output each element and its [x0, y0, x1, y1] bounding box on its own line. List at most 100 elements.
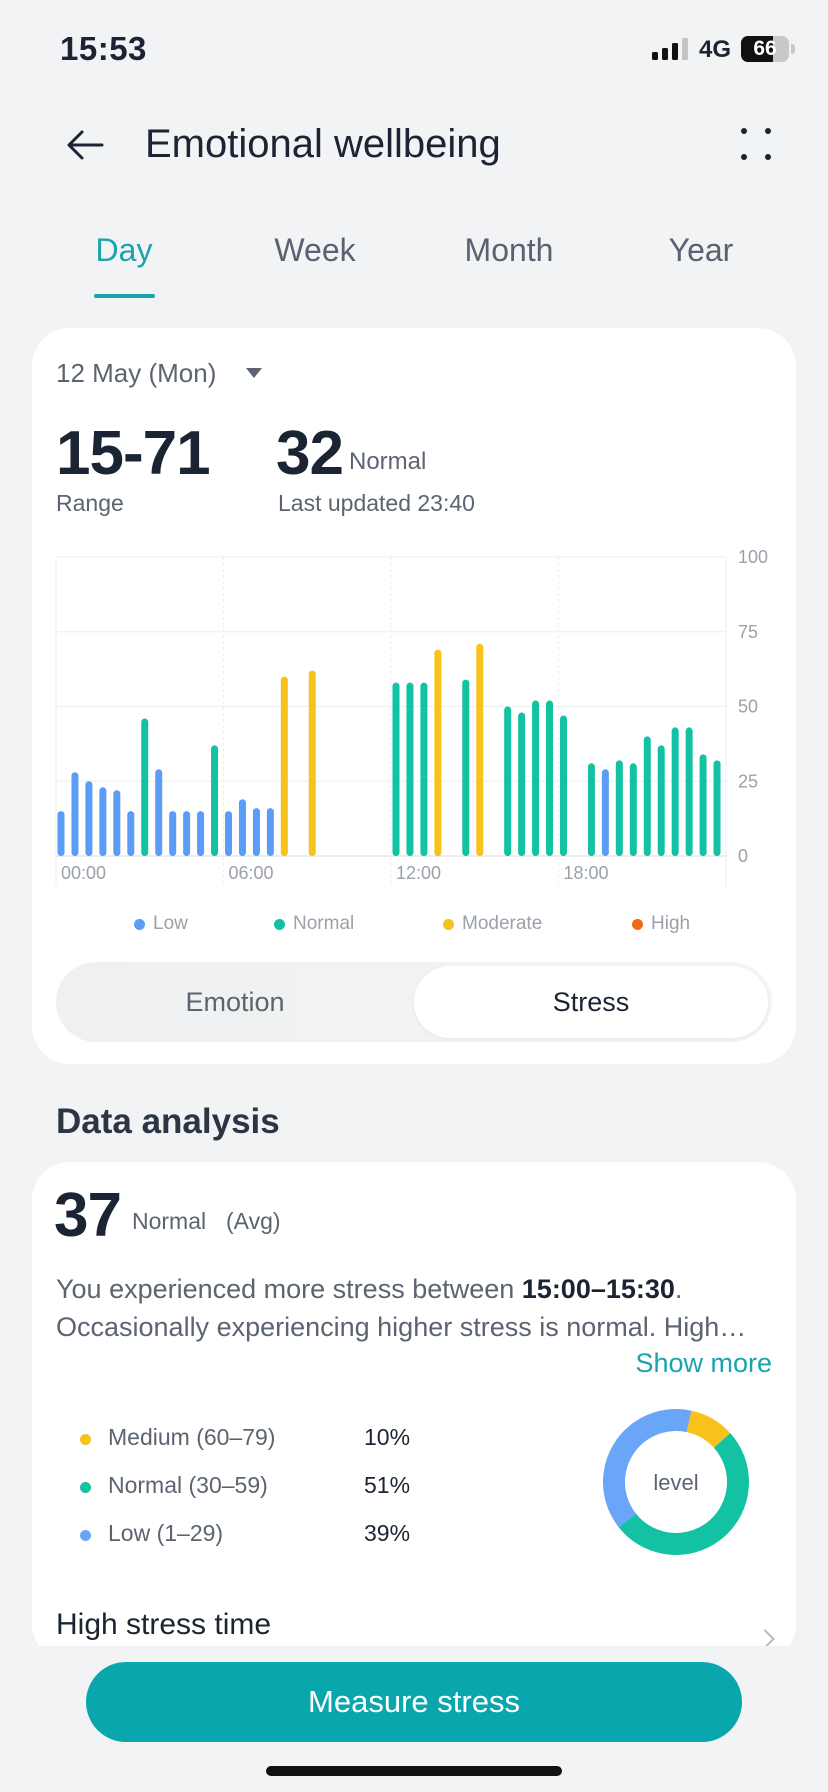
status-bar: 15:53 4G 66	[0, 0, 828, 100]
avg-stress-status: Normal	[132, 1208, 207, 1234]
y-tick-label: 25	[738, 771, 758, 791]
x-tick-label: 12:00	[396, 863, 441, 883]
chart-bar	[308, 670, 316, 856]
stat-dot-low	[80, 1530, 91, 1541]
status-time: 15:53	[60, 30, 147, 67]
description-suffix: .	[674, 1274, 683, 1304]
current-stress-value: 32	[276, 419, 344, 488]
stat-row-low: Low (1–29) 39%	[80, 1520, 420, 1554]
tab-month[interactable]: Month	[464, 232, 554, 268]
section-heading: Data analysis	[56, 1102, 280, 1141]
tab-week[interactable]: Week	[274, 232, 356, 268]
chart-bar	[518, 712, 526, 856]
stat-dot-normal	[80, 1482, 91, 1493]
tab-year[interactable]: Year	[668, 232, 734, 268]
stress-summary-card: 12 May (Mon) 15-71 Range 32 Normal Last …	[32, 328, 796, 1064]
y-tick-label: 75	[738, 622, 758, 642]
chart-bar	[57, 811, 65, 856]
legend-label-normal: Normal	[293, 913, 355, 934]
chart-bar	[238, 799, 246, 856]
chart-bar	[434, 649, 442, 856]
chart-bar	[546, 700, 554, 856]
analysis-description: You experienced more stress between 15:0…	[56, 1270, 776, 1346]
chart-bar	[587, 763, 595, 856]
stat-label-low: Low (1–29)	[108, 1520, 224, 1546]
chart-bar	[183, 811, 191, 856]
period-tabs: Day Week Month Year	[0, 232, 828, 304]
avg-stress-value: 37	[54, 1181, 122, 1250]
chart-bar	[615, 760, 623, 856]
chart-bar	[629, 763, 637, 856]
show-more-link[interactable]: Show more	[635, 1348, 772, 1378]
last-updated: Last updated 23:40	[278, 490, 475, 516]
high-stress-time-title[interactable]: High stress time	[56, 1608, 272, 1641]
chart-bar	[266, 808, 274, 856]
y-tick-label: 100	[738, 547, 768, 567]
chart-bar	[392, 682, 400, 856]
chart-bar	[699, 754, 707, 856]
battery-level: 66	[753, 37, 777, 60]
x-tick-label: 06:00	[229, 863, 274, 883]
chart-bar	[685, 727, 693, 856]
date-selector[interactable]: 12 May (Mon)	[56, 358, 217, 388]
battery-tip	[791, 44, 795, 54]
chart-bar	[713, 760, 721, 856]
donut-segment	[603, 1409, 749, 1555]
x-tick-label: 18:00	[564, 863, 609, 883]
legend-dot-moderate	[443, 918, 454, 930]
description-line-1: You experienced more stress between 15:0…	[56, 1270, 776, 1308]
dropdown-caret-icon[interactable]	[246, 368, 262, 378]
chart-bar	[476, 643, 484, 856]
range-label: Range	[56, 490, 124, 516]
legend-item-low: Low	[134, 913, 188, 935]
chart-bar	[127, 811, 135, 856]
active-tab-indicator	[94, 294, 155, 298]
x-tick-label: 00:00	[61, 863, 106, 883]
stat-pct-medium: 10%	[364, 1424, 411, 1450]
donut-center-label: level	[653, 1470, 698, 1495]
legend-item-high: High	[632, 913, 690, 935]
stat-row-medium: Medium (60–79) 10%	[80, 1424, 420, 1458]
chart-bar	[141, 718, 149, 856]
chart-bar	[71, 772, 79, 856]
stat-dot-medium	[80, 1434, 91, 1445]
legend-item-moderate: Moderate	[443, 913, 542, 935]
chart-bar	[252, 808, 260, 856]
chart-bar	[280, 676, 288, 856]
stress-bar-chart: 100 75 50 25 0 00:00 06:00 12:00 18:00	[55, 547, 768, 886]
chart-bar	[169, 811, 177, 856]
description-time-range: 15:00–15:30	[521, 1274, 675, 1304]
tab-day[interactable]: Day	[95, 232, 153, 268]
chart-bar	[532, 700, 540, 856]
chart-bar	[406, 682, 414, 856]
toggle-emotion[interactable]: Emotion	[185, 987, 285, 1017]
stat-label-normal: Normal (30–59)	[108, 1472, 268, 1498]
legend-label-high: High	[651, 913, 691, 934]
chart-bar	[197, 811, 205, 856]
measure-stress-button[interactable]: Measure stress	[86, 1662, 742, 1742]
chart-bar	[462, 679, 470, 856]
legend-label-low: Low	[153, 913, 188, 934]
toggle-stress[interactable]: Stress	[414, 966, 768, 1038]
y-tick-label: 0	[738, 846, 748, 866]
network-type: 4G	[699, 36, 732, 63]
description-prefix: You experienced more stress between	[56, 1274, 522, 1304]
emotion-stress-toggle: Emotion Stress	[56, 962, 772, 1042]
chart-bar	[225, 811, 232, 856]
stress-level-donut: level	[603, 1409, 749, 1555]
back-arrow-icon[interactable]	[58, 118, 112, 172]
chart-legend: Low Normal Moderate High	[32, 913, 796, 943]
chart-bar	[113, 790, 121, 856]
avg-tag: (Avg)	[226, 1208, 281, 1234]
range-value: 15-71	[56, 419, 211, 488]
chart-bar	[657, 745, 665, 856]
stat-pct-normal: 51%	[364, 1472, 411, 1498]
legend-dot-normal	[274, 918, 285, 930]
legend-dot-high	[632, 918, 643, 930]
legend-item-normal: Normal	[274, 913, 354, 935]
chart-bar	[504, 706, 512, 856]
stat-pct-low: 39%	[364, 1520, 411, 1546]
more-dots-icon[interactable]	[732, 120, 780, 168]
chart-bar	[420, 682, 428, 856]
current-stress-status: Normal	[349, 448, 427, 475]
